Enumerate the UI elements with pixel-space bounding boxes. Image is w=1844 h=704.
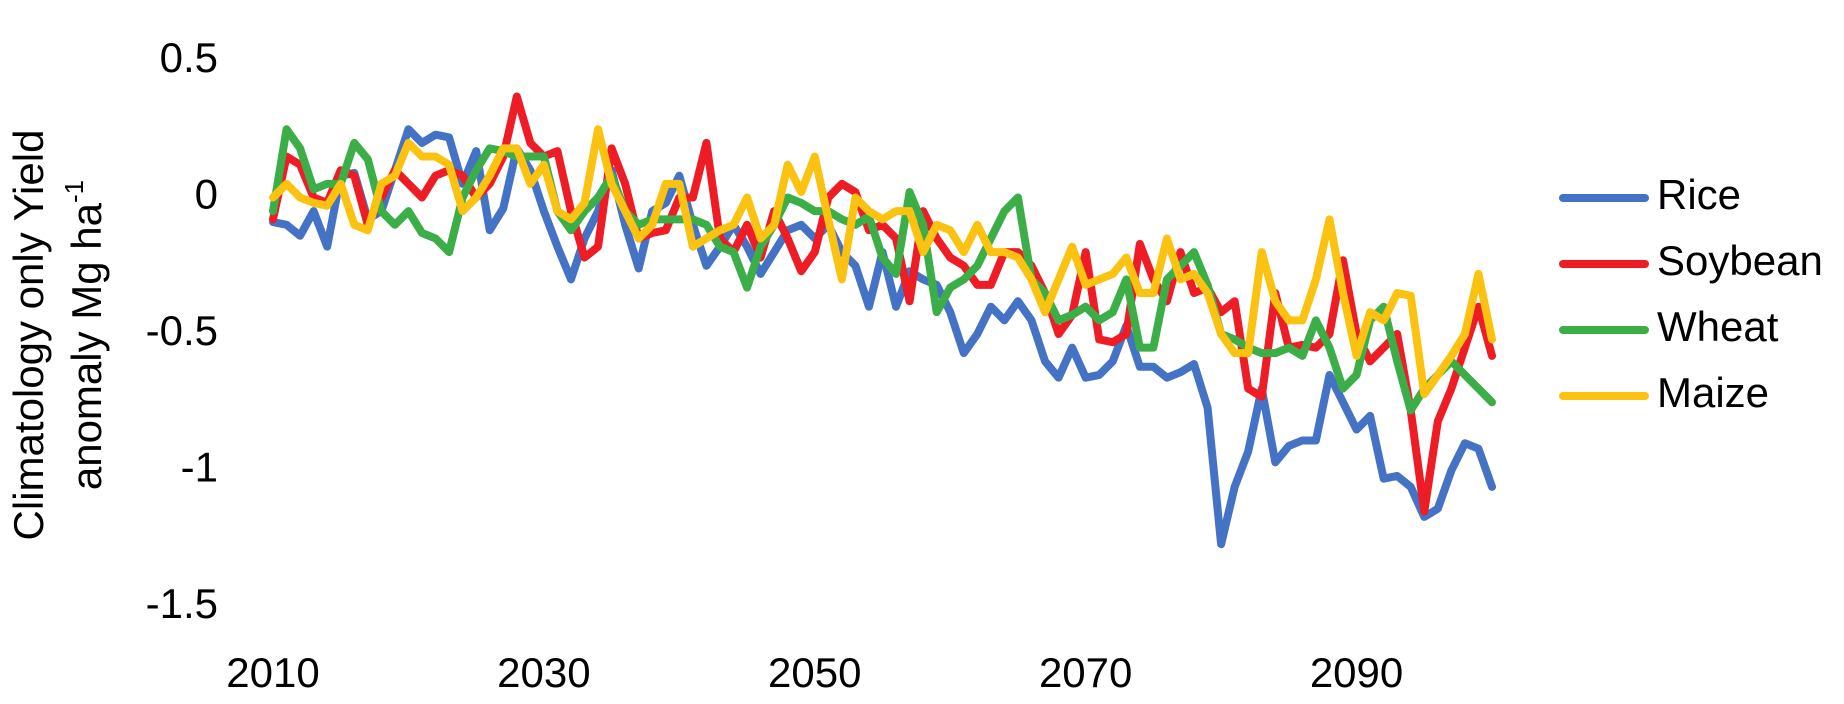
legend-label: Rice <box>1657 171 1741 218</box>
legend-label: Soybean <box>1657 237 1823 284</box>
x-tick-label: 2090 <box>1310 649 1403 696</box>
legend-label: Wheat <box>1657 303 1779 350</box>
y-tick-label: 0.5 <box>160 34 218 81</box>
y-tick-label: -1 <box>181 444 218 491</box>
series-line <box>269 125 1496 415</box>
legend-label: Maize <box>1657 369 1769 416</box>
x-tick-label: 2030 <box>497 649 590 696</box>
x-tick-label: 2070 <box>1039 649 1132 696</box>
x-tick-label: 2050 <box>768 649 861 696</box>
y-axis-title-superscript: -1 <box>59 180 89 203</box>
y-tick-label: -1.5 <box>146 580 218 627</box>
x-tick-label: 2010 <box>226 649 319 696</box>
y-axis-title: Climatology only Yield anomaly Mg ha-1 <box>5 130 110 541</box>
y-axis-title-text: anomaly Mg ha <box>63 202 110 490</box>
y-axis-title-line: anomaly Mg ha-1 <box>59 180 110 490</box>
y-axis-title-line: Climatology only Yield <box>5 130 52 541</box>
y-tick-label: 0 <box>195 171 218 218</box>
series-line <box>269 125 1496 399</box>
y-tick-label: -0.5 <box>146 307 218 354</box>
